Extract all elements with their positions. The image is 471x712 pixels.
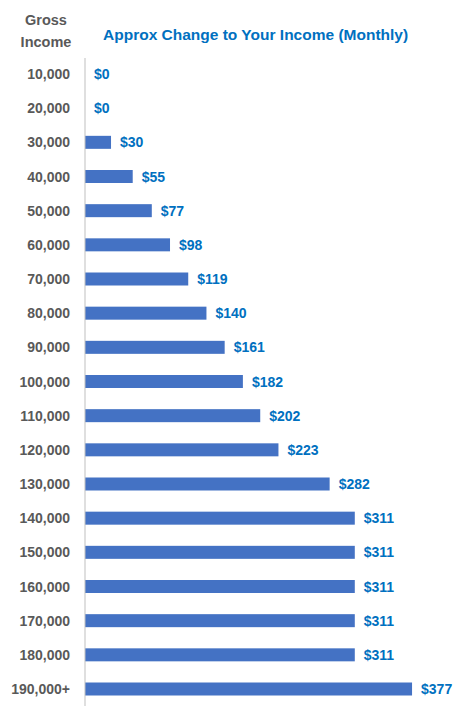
bar bbox=[85, 443, 278, 456]
bar bbox=[85, 341, 225, 354]
bar bbox=[85, 204, 152, 217]
bars bbox=[85, 136, 412, 696]
data-label: $182 bbox=[252, 374, 283, 390]
data-label: $119 bbox=[197, 271, 228, 287]
category-label: 150,000 bbox=[19, 544, 70, 560]
bar bbox=[85, 170, 133, 183]
data-label: $161 bbox=[234, 339, 265, 355]
chart-container: GrossIncome Approx Change to Your Income … bbox=[0, 0, 471, 712]
category-label: 30,000 bbox=[27, 134, 70, 150]
bar bbox=[85, 478, 330, 491]
category-label: 90,000 bbox=[27, 339, 70, 355]
category-label: 180,000 bbox=[19, 647, 70, 663]
data-label: $140 bbox=[215, 305, 246, 321]
data-label: $223 bbox=[287, 442, 318, 458]
bar bbox=[85, 307, 206, 320]
data-label: $311 bbox=[364, 579, 395, 595]
data-label: $311 bbox=[364, 647, 395, 663]
data-label: $311 bbox=[364, 613, 395, 629]
category-label: 50,000 bbox=[27, 203, 70, 219]
chart-title: Approx Change to Your Income (Monthly) bbox=[103, 26, 408, 43]
bar bbox=[85, 648, 355, 661]
bar bbox=[85, 136, 111, 149]
bar bbox=[85, 409, 260, 422]
data-label: $98 bbox=[179, 237, 203, 253]
bar bbox=[85, 580, 355, 593]
chart-svg: GrossIncome Approx Change to Your Income … bbox=[0, 0, 471, 712]
category-label: 130,000 bbox=[19, 476, 70, 492]
category-label: 190,000+ bbox=[11, 681, 70, 697]
data-label: $311 bbox=[364, 510, 395, 526]
category-label: 60,000 bbox=[27, 237, 70, 253]
bar bbox=[85, 273, 188, 286]
category-label: 80,000 bbox=[27, 305, 70, 321]
data-label: $77 bbox=[161, 203, 185, 219]
bar bbox=[85, 512, 355, 525]
category-label: 100,000 bbox=[19, 374, 70, 390]
category-label: 20,000 bbox=[27, 100, 70, 116]
data-label: $0 bbox=[94, 66, 110, 82]
data-label: $202 bbox=[269, 408, 300, 424]
category-label: 160,000 bbox=[19, 579, 70, 595]
data-label: $282 bbox=[339, 476, 370, 492]
data-label: $311 bbox=[364, 544, 395, 560]
category-label: 140,000 bbox=[19, 510, 70, 526]
category-label: 120,000 bbox=[19, 442, 70, 458]
bar bbox=[85, 683, 412, 696]
category-label: 110,000 bbox=[20, 408, 70, 424]
data-label: $0 bbox=[94, 100, 110, 116]
data-label: $55 bbox=[142, 169, 166, 185]
y-axis-label: GrossIncome bbox=[21, 12, 72, 50]
data-label: $377 bbox=[421, 681, 452, 697]
bar bbox=[85, 375, 243, 388]
category-label: 10,000 bbox=[27, 66, 70, 82]
category-label: 70,000 bbox=[27, 271, 70, 287]
category-label: 40,000 bbox=[27, 169, 70, 185]
bar bbox=[85, 614, 355, 627]
y-axis-line bbox=[85, 58, 86, 706]
category-label: 170,000 bbox=[19, 613, 70, 629]
data-label: $30 bbox=[120, 134, 144, 150]
bar bbox=[85, 238, 170, 251]
bar bbox=[85, 546, 355, 559]
